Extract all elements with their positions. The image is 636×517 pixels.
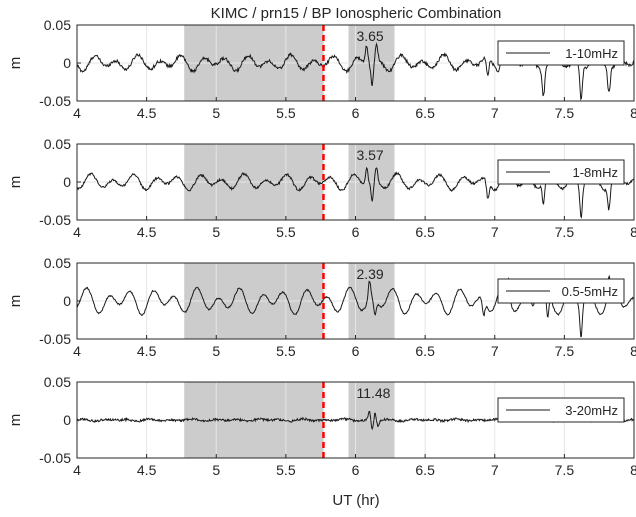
y-tick-label: 0.05 bbox=[44, 255, 71, 271]
x-tick-label: 4 bbox=[73, 343, 81, 359]
x-tick-label: 7 bbox=[491, 462, 499, 478]
y-tick-label: 0 bbox=[63, 412, 71, 428]
x-tick-label: 4 bbox=[73, 224, 81, 240]
y-axis-label: m bbox=[7, 295, 24, 308]
y-tick-label: 0.05 bbox=[44, 136, 71, 152]
x-tick-label: 5.5 bbox=[276, 343, 296, 359]
panel-3: 4 4.5 5 5.5 6 6.5 7 7.5 8 0.05 0 -0.05 m 2.39 0.5-5mHz bbox=[7, 255, 636, 359]
x-tick-label: 7.5 bbox=[555, 462, 575, 478]
x-tick-label: 7 bbox=[491, 105, 499, 121]
y-axis-label: m bbox=[7, 57, 24, 70]
y-tick-label: -0.05 bbox=[39, 331, 71, 347]
snr-annotation: 3.65 bbox=[356, 28, 383, 44]
panel-4: 4 4.5 5 5.5 6 6.5 7 7.5 8 0.05 0 -0.05 m 11.48 3-20mHz bbox=[7, 374, 636, 478]
x-tick-label: 4.5 bbox=[137, 343, 157, 359]
snr-annotation: 3.57 bbox=[356, 147, 383, 163]
x-tick-label: 6 bbox=[352, 462, 360, 478]
x-tick-label: 8 bbox=[630, 343, 636, 359]
legend-label: 1-10mHz bbox=[565, 46, 618, 61]
y-tick-label: 0.05 bbox=[44, 374, 71, 390]
x-tick-label: 5 bbox=[212, 224, 220, 240]
x-tick-label: 7 bbox=[491, 343, 499, 359]
x-tick-label: 4.5 bbox=[137, 462, 157, 478]
x-tick-label: 4 bbox=[73, 462, 81, 478]
panels-container: 4 4.5 5 5.5 6 6.5 7 7.5 80.050-0.05m3.651-10mHz4… bbox=[7, 17, 636, 478]
y-tick-label: -0.05 bbox=[39, 212, 71, 228]
y-tick-label: -0.05 bbox=[39, 450, 71, 466]
snr-annotation: 11.48 bbox=[356, 385, 390, 401]
x-tick-label: 6.5 bbox=[415, 224, 435, 240]
x-tick-label: 7 bbox=[491, 224, 499, 240]
panel-2: 4 4.5 5 5.5 6 6.5 7 7.5 8 0.05 0 -0.05 m 3.57 1-8mHz bbox=[7, 136, 636, 240]
x-tick-label: 4.5 bbox=[137, 105, 157, 121]
legend-label: 3-20mHz bbox=[565, 403, 618, 418]
x-tick-label: 5 bbox=[212, 343, 220, 359]
x-tick-label: 8 bbox=[630, 224, 636, 240]
x-tick-label: 6.5 bbox=[415, 343, 435, 359]
x-axis-label: UT (hr) bbox=[332, 492, 379, 509]
y-axis-label: m bbox=[7, 176, 24, 189]
x-tick-label: 5 bbox=[212, 105, 220, 121]
legend-label: 1-8mHz bbox=[572, 165, 618, 180]
x-tick-label: 6 bbox=[352, 343, 360, 359]
x-tick-label: 5.5 bbox=[276, 105, 296, 121]
y-tick-label: -0.05 bbox=[39, 93, 71, 109]
x-tick-label: 8 bbox=[630, 105, 636, 121]
x-tick-label: 6.5 bbox=[415, 462, 435, 478]
x-tick-label: 6.5 bbox=[415, 105, 435, 121]
series-line bbox=[76, 164, 635, 219]
x-tick-label: 6 bbox=[352, 224, 360, 240]
x-tick-label: 5.5 bbox=[276, 224, 296, 240]
snr-annotation: 2.39 bbox=[356, 266, 383, 282]
x-tick-label: 7.5 bbox=[555, 343, 575, 359]
series-line bbox=[76, 42, 635, 101]
y-tick-label: 0 bbox=[63, 174, 71, 190]
y-tick-label: 0.05 bbox=[44, 17, 71, 33]
x-tick-label: 8 bbox=[630, 462, 636, 478]
x-tick-label: 5 bbox=[212, 462, 220, 478]
x-tick-label: 5.5 bbox=[276, 462, 296, 478]
x-tick-label: 7.5 bbox=[555, 224, 575, 240]
x-tick-label: 4.5 bbox=[137, 224, 157, 240]
x-tick-label: 7.5 bbox=[555, 105, 575, 121]
x-tick-label: 4 bbox=[73, 105, 81, 121]
y-tick-label: 0 bbox=[63, 293, 71, 309]
panel-1: 4 4.5 5 5.5 6 6.5 7 7.5 8 0.05 0 -0.05 m 3.65 1-10mHz bbox=[7, 17, 636, 121]
x-tick-label: 6 bbox=[352, 105, 360, 121]
y-axis-label: m bbox=[7, 414, 24, 427]
legend-label: 0.5-5mHz bbox=[562, 284, 618, 299]
y-tick-label: 0 bbox=[63, 55, 71, 71]
figure-title: KIMC / prn15 / BP Ionospheric Combinatio… bbox=[211, 5, 502, 22]
